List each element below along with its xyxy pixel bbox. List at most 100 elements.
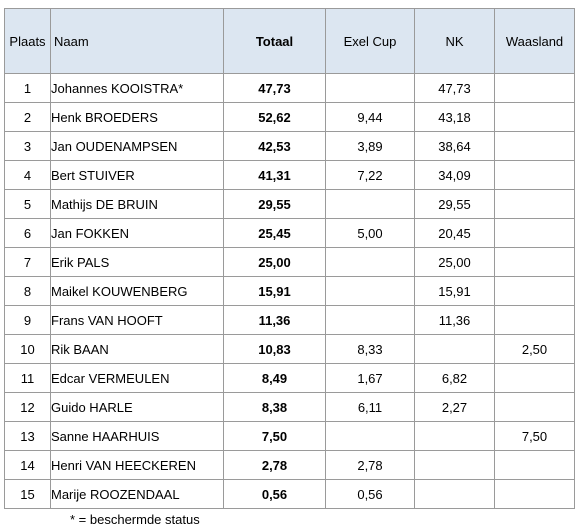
- exel-cup-cell: 6,11: [325, 392, 415, 422]
- table-body: 1 Johannes KOOISTRA* 47,73 47,73 2 Henk BROE…: [4, 73, 575, 509]
- waasland-cell: [494, 131, 575, 161]
- waasland-cell: [494, 276, 575, 306]
- waasland-cell: [494, 73, 575, 103]
- exel-cup-cell: [325, 73, 415, 103]
- name-cell: Edcar VERMEULEN: [50, 363, 224, 393]
- place-cell: 5: [4, 189, 51, 219]
- nk-cell: 38,64: [414, 131, 495, 161]
- waasland-cell: [494, 450, 575, 480]
- table-row: 13 Sanne HAARHUIS 7,50 7,50: [4, 421, 575, 451]
- waasland-cell: [494, 479, 575, 509]
- place-cell: 4: [4, 160, 51, 190]
- name-cell: Bert STUIVER: [50, 160, 224, 190]
- nk-cell: 43,18: [414, 102, 495, 132]
- exel-cup-cell: [325, 189, 415, 219]
- nk-cell: [414, 421, 495, 451]
- exel-cup-cell: 1,67: [325, 363, 415, 393]
- header-exel-cup: Exel Cup: [325, 8, 415, 74]
- header-naam: Naam: [50, 8, 224, 74]
- place-cell: 12: [4, 392, 51, 422]
- header-nk: NK: [414, 8, 495, 74]
- total-cell: 10,83: [223, 334, 326, 364]
- total-cell: 8,38: [223, 392, 326, 422]
- total-cell: 11,36: [223, 305, 326, 335]
- table-row: 6 Jan FOKKEN 25,45 5,00 20,45: [4, 218, 575, 248]
- exel-cup-cell: 0,56: [325, 479, 415, 509]
- table-row: 7 Erik PALS 25,00 25,00: [4, 247, 575, 277]
- table-row: 4 Bert STUIVER 41,31 7,22 34,09: [4, 160, 575, 190]
- nk-cell: 25,00: [414, 247, 495, 277]
- total-cell: 8,49: [223, 363, 326, 393]
- exel-cup-cell: 3,89: [325, 131, 415, 161]
- footnote: * = beschermde status: [70, 512, 200, 527]
- table-row: 1 Johannes KOOISTRA* 47,73 47,73: [4, 73, 575, 103]
- name-cell: Sanne HAARHUIS: [50, 421, 224, 451]
- name-cell: Johannes KOOISTRA*: [50, 73, 224, 103]
- name-cell: Marije ROOZENDAAL: [50, 479, 224, 509]
- place-cell: 11: [4, 363, 51, 393]
- place-cell: 9: [4, 305, 51, 335]
- table-header: Plaats Naam Totaal Exel Cup NK Waasland: [4, 8, 575, 74]
- name-cell: Jan FOKKEN: [50, 218, 224, 248]
- nk-cell: 29,55: [414, 189, 495, 219]
- table-row: 12 Guido HARLE 8,38 6,11 2,27: [4, 392, 575, 422]
- name-cell: Guido HARLE: [50, 392, 224, 422]
- name-cell: Rik BAAN: [50, 334, 224, 364]
- total-cell: 42,53: [223, 131, 326, 161]
- place-cell: 3: [4, 131, 51, 161]
- total-cell: 41,31: [223, 160, 326, 190]
- exel-cup-cell: 7,22: [325, 160, 415, 190]
- header-totaal: Totaal: [223, 8, 326, 74]
- nk-cell: 15,91: [414, 276, 495, 306]
- table-row: 14 Henri VAN HEECKEREN 2,78 2,78: [4, 450, 575, 480]
- exel-cup-cell: 2,78: [325, 450, 415, 480]
- exel-cup-cell: 8,33: [325, 334, 415, 364]
- waasland-cell: [494, 363, 575, 393]
- header-plaats: Plaats: [4, 8, 51, 74]
- name-cell: Erik PALS: [50, 247, 224, 277]
- table-row: 3 Jan OUDENAMPSEN 42,53 3,89 38,64: [4, 131, 575, 161]
- place-cell: 8: [4, 276, 51, 306]
- exel-cup-cell: [325, 247, 415, 277]
- nk-cell: 2,27: [414, 392, 495, 422]
- exel-cup-cell: [325, 276, 415, 306]
- name-cell: Henri VAN HEECKEREN: [50, 450, 224, 480]
- name-cell: Frans VAN HOOFT: [50, 305, 224, 335]
- waasland-cell: [494, 305, 575, 335]
- total-cell: 7,50: [223, 421, 326, 451]
- place-cell: 1: [4, 73, 51, 103]
- total-cell: 52,62: [223, 102, 326, 132]
- place-cell: 2: [4, 102, 51, 132]
- waasland-cell: [494, 189, 575, 219]
- waasland-cell: [494, 160, 575, 190]
- waasland-cell: [494, 102, 575, 132]
- total-cell: 25,45: [223, 218, 326, 248]
- table-row: 2 Henk BROEDERS 52,62 9,44 43,18: [4, 102, 575, 132]
- name-cell: Maikel KOUWENBERG: [50, 276, 224, 306]
- waasland-cell: [494, 218, 575, 248]
- nk-cell: [414, 479, 495, 509]
- header-row: Plaats Naam Totaal Exel Cup NK Waasland: [4, 8, 575, 74]
- nk-cell: 47,73: [414, 73, 495, 103]
- nk-cell: 20,45: [414, 218, 495, 248]
- nk-cell: 34,09: [414, 160, 495, 190]
- total-cell: 15,91: [223, 276, 326, 306]
- nk-cell: 11,36: [414, 305, 495, 335]
- total-cell: 25,00: [223, 247, 326, 277]
- table-row: 5 Mathijs DE BRUIN 29,55 29,55: [4, 189, 575, 219]
- name-cell: Henk BROEDERS: [50, 102, 224, 132]
- waasland-cell: [494, 247, 575, 277]
- nk-cell: 6,82: [414, 363, 495, 393]
- exel-cup-cell: 5,00: [325, 218, 415, 248]
- ranking-table: Plaats Naam Totaal Exel Cup NK Waasland …: [4, 8, 575, 509]
- header-waasland: Waasland: [494, 8, 575, 74]
- total-cell: 47,73: [223, 73, 326, 103]
- place-cell: 10: [4, 334, 51, 364]
- exel-cup-cell: [325, 305, 415, 335]
- place-cell: 13: [4, 421, 51, 451]
- table-row: 11 Edcar VERMEULEN 8,49 1,67 6,82: [4, 363, 575, 393]
- place-cell: 14: [4, 450, 51, 480]
- place-cell: 15: [4, 479, 51, 509]
- waasland-cell: 2,50: [494, 334, 575, 364]
- total-cell: 29,55: [223, 189, 326, 219]
